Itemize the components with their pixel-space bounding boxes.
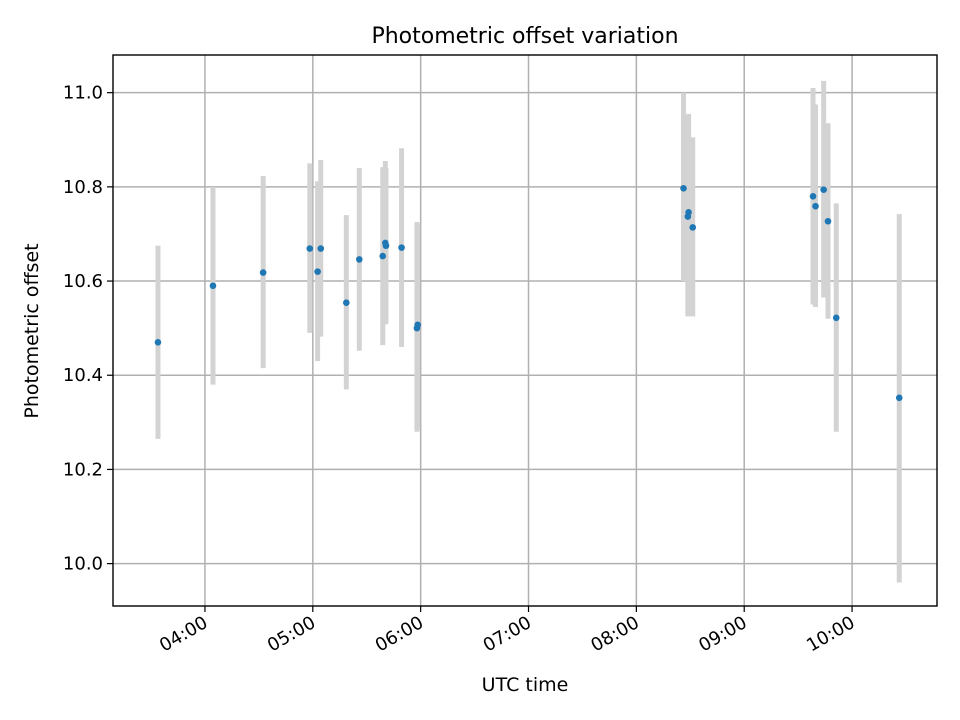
chart-title: Photometric offset variation (371, 24, 678, 49)
data-point (895, 394, 903, 402)
data-point (259, 269, 267, 276)
data-point (680, 184, 687, 192)
data-point (398, 244, 405, 251)
y-tick-label: 10.0 (63, 554, 103, 575)
data-point (832, 314, 840, 322)
y-tick-label: 10.4 (63, 365, 103, 386)
data-point (306, 245, 314, 252)
data-point (689, 224, 697, 231)
data-point (382, 242, 390, 250)
data-point (812, 202, 819, 210)
plot-background (113, 55, 937, 606)
data-point (154, 338, 162, 346)
plot-frame (112, 54, 938, 607)
y-tick-label: 10.8 (63, 177, 103, 198)
x-axis-label: UTC time (482, 674, 569, 696)
grid-lines (113, 55, 937, 606)
y-axis-label: Photometric offset (21, 243, 43, 418)
data-point (685, 208, 692, 216)
data-point (809, 192, 817, 200)
data-point (317, 245, 325, 252)
data-points (154, 184, 903, 402)
data-point (209, 282, 217, 290)
y-axis-ticks: 10.0 10.2 10.4 10.6 10.8 11.0 (63, 83, 113, 575)
data-point (820, 186, 827, 193)
data-point (414, 321, 421, 329)
y-tick-label: 10.6 (63, 271, 103, 292)
y-tick-label: 11.0 (63, 83, 103, 104)
data-point (379, 252, 387, 260)
data-point (314, 268, 321, 275)
data-point (356, 256, 363, 263)
y-tick-label: 10.2 (63, 459, 103, 480)
data-point (343, 299, 350, 307)
data-point (824, 217, 832, 225)
